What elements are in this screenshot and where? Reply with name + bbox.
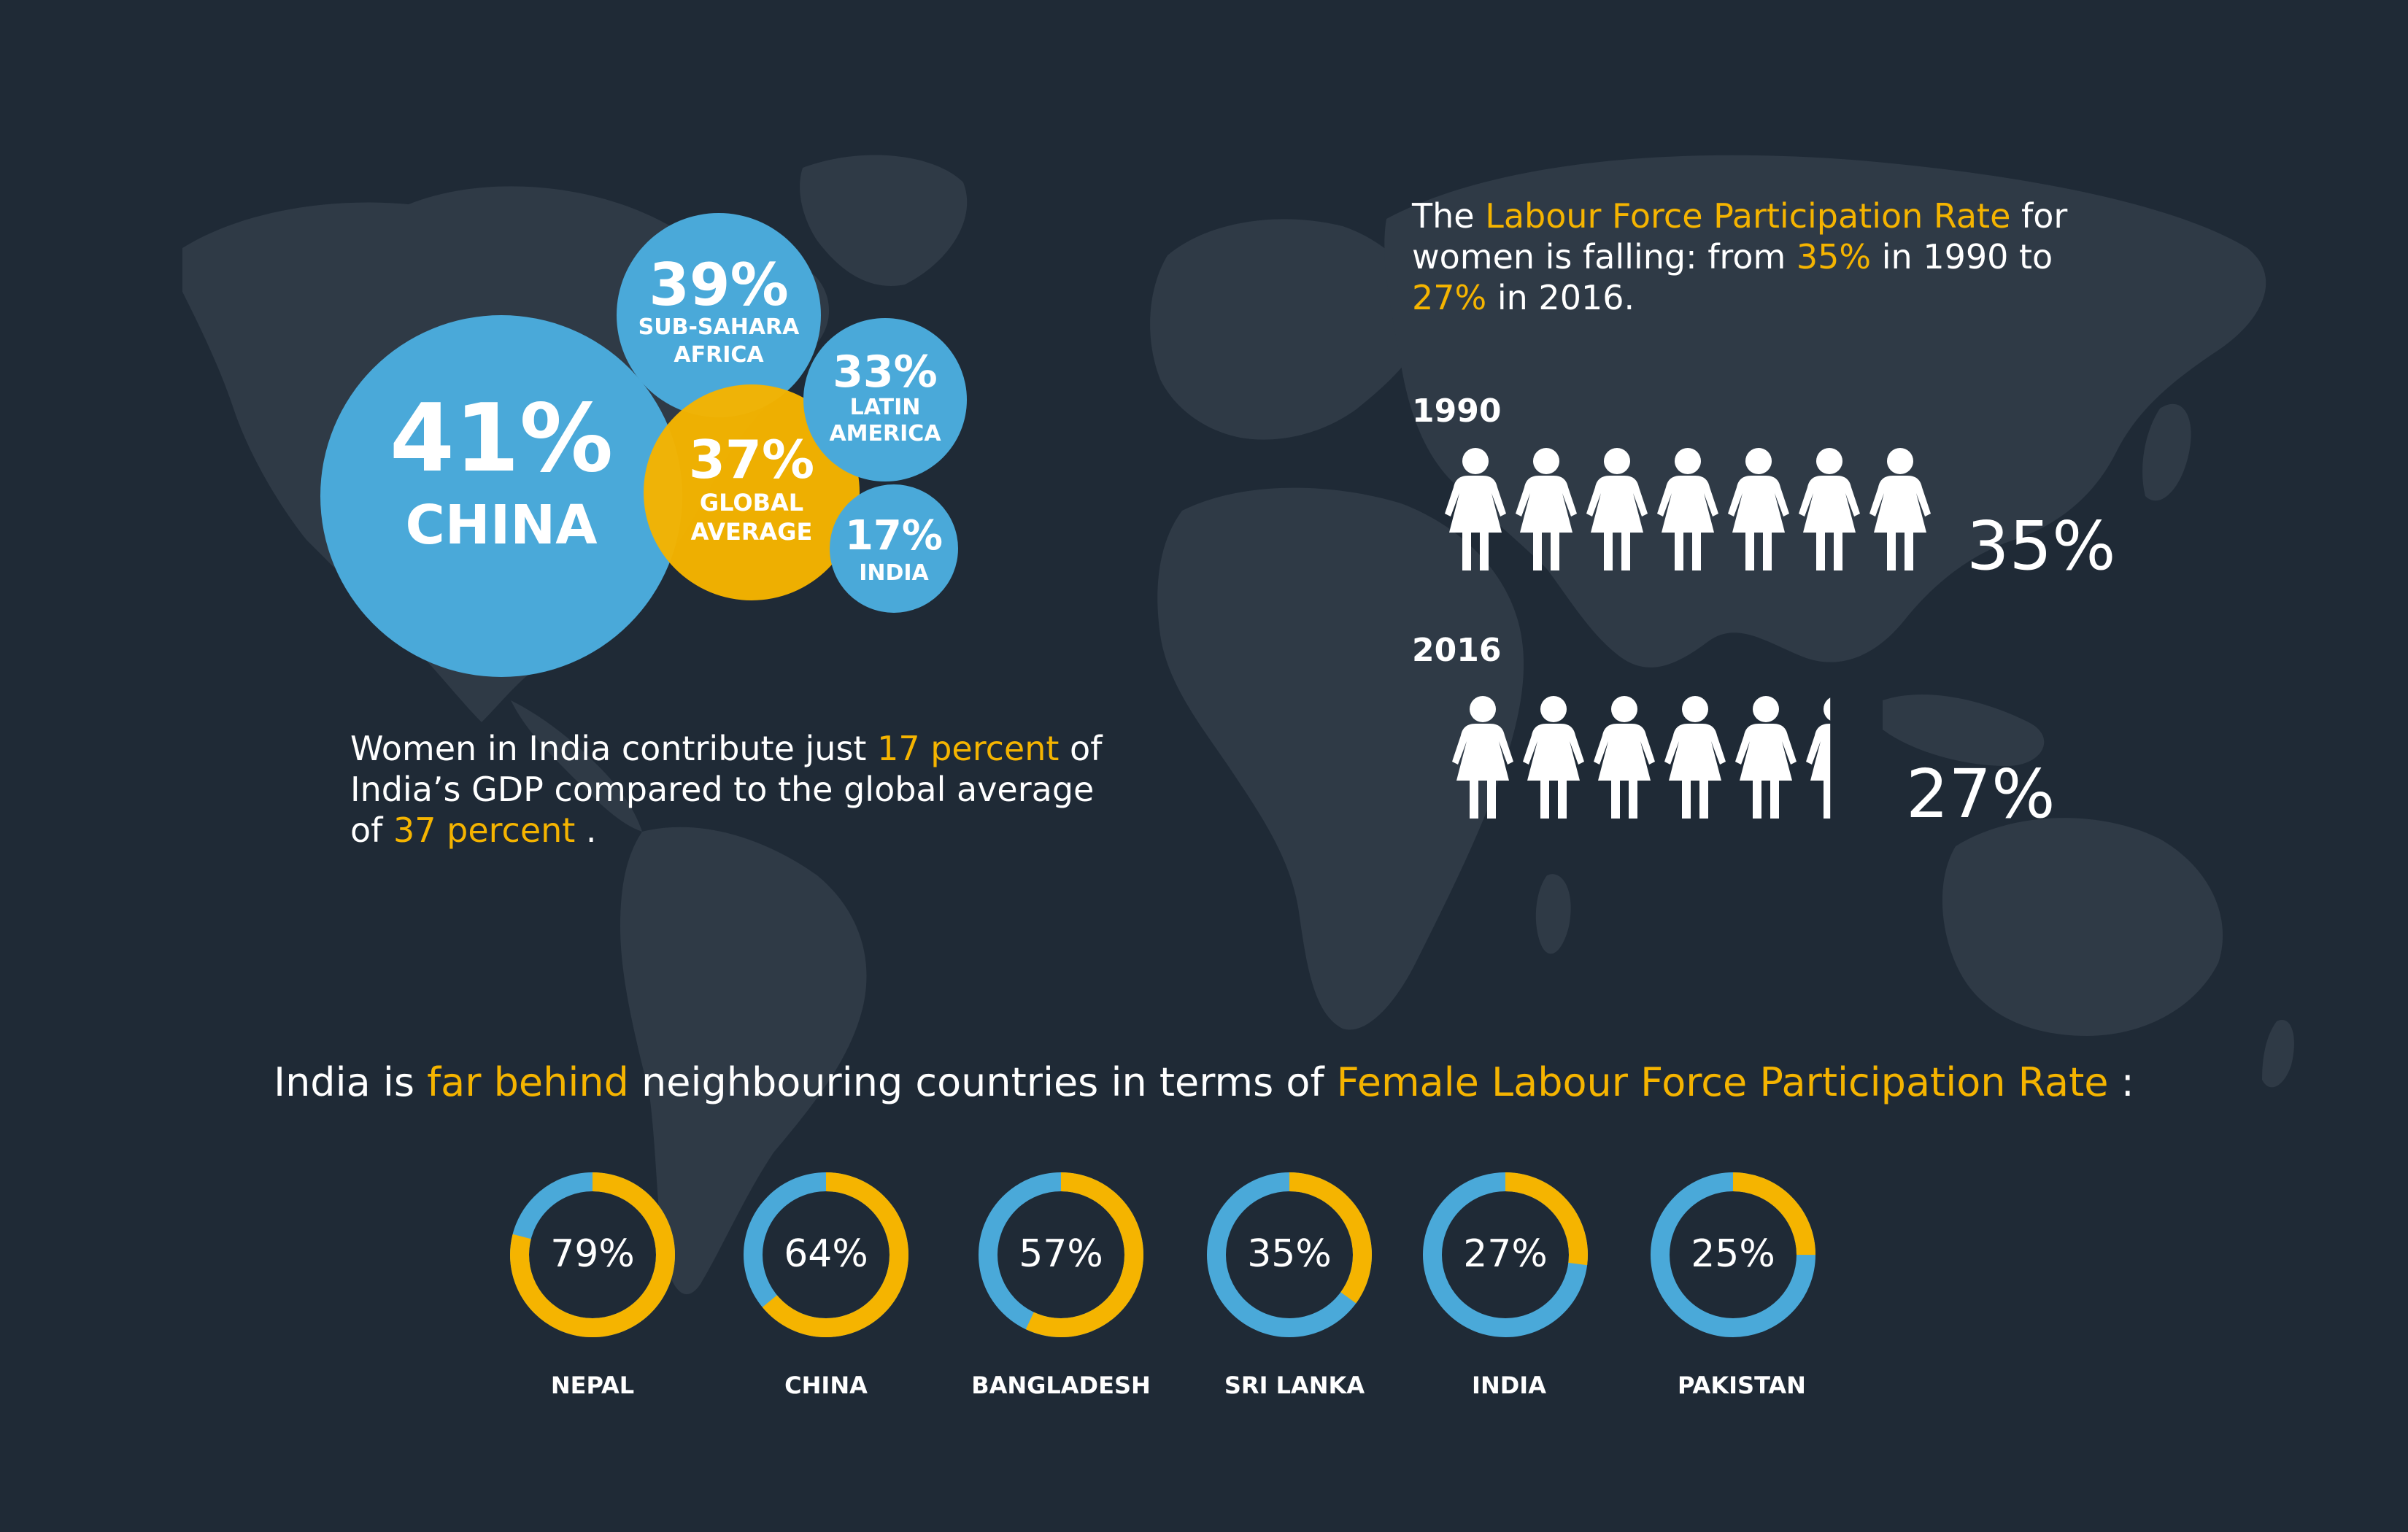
donut-nepal: 79%: [510, 1172, 675, 1337]
donut-sri-lanka-value: 35%: [1247, 1232, 1332, 1276]
woman-figure: [1594, 696, 1655, 819]
donut-bangladesh-value: 57%: [1019, 1232, 1103, 1276]
gdp-text-hl-1: 17 percent: [877, 729, 1060, 768]
headline-text-2: neighbouring countries in terms of: [628, 1059, 1337, 1105]
bubble-global-average: 37% GLOBAL AVERAGE: [644, 384, 860, 600]
woman-figure: [1728, 448, 1789, 570]
woman-figure: [1664, 696, 1726, 819]
gdp-paragraph: Women in India contribute just 17 percen…: [350, 728, 1124, 851]
woman-figure: [1806, 697, 1831, 819]
woman-figure: [1452, 696, 1513, 819]
woman-figure: [1516, 448, 1577, 570]
lfpr-text-hl-3: 27%: [1412, 278, 1487, 317]
bubble-latam-value: 33%: [833, 347, 938, 398]
donut-pakistan-value: 25%: [1691, 1232, 1775, 1276]
pct-1990-label: 35%: [1967, 507, 2116, 585]
woman-figure: [1799, 448, 1860, 570]
bubble-ssa-label-1: SUB-SAHARA: [638, 314, 800, 340]
donut-china-country: CHINA: [784, 1372, 868, 1399]
year-1990-label: 1990: [1412, 392, 1502, 430]
donut-pakistan: 25%: [1651, 1172, 1815, 1337]
gdp-text-3: .: [575, 811, 597, 850]
bubble-sub-sahara-africa: 39% SUB-SAHARA AFRICA: [617, 213, 821, 417]
woman-figure: [1735, 696, 1797, 819]
bubble-latin-america: 33% LATIN AMERICA: [803, 318, 967, 481]
donut-bangladesh: 57%: [979, 1172, 1143, 1337]
lfpr-text-2: for women is falling: from: [1412, 196, 2068, 276]
bubble-global-label-1: GLOBAL: [700, 489, 803, 517]
gdp-text-2: of India’s GDP compared to the global av…: [350, 729, 1103, 850]
gdp-text-1: Women in India contribute just: [350, 729, 878, 768]
bubble-india: 17% INDIA: [830, 484, 958, 613]
donut-pakistan-country: PAKISTAN: [1678, 1372, 1806, 1399]
bubble-china-label: CHINA: [406, 494, 598, 557]
donut-china: 64%: [744, 1172, 908, 1337]
woman-figure: [1523, 696, 1584, 819]
gdp-text-hl-2: 37 percent: [393, 811, 576, 850]
donut-bangladesh-country: BANGLADESH: [971, 1372, 1151, 1399]
lfpr-text-3: in 1990 to: [1871, 237, 2053, 276]
bubble-india-value: 17%: [845, 512, 943, 560]
headline-hl-2: Female Labour Force Participation Rate: [1336, 1059, 2109, 1105]
gdp-bubbles: 41% CHINA 39% SUB-SAHARA AFRICA 37% GLOB…: [320, 213, 967, 677]
headline-text-1: India is: [274, 1059, 428, 1105]
donut-india: 27%: [1423, 1172, 1588, 1337]
donut-india-country: INDIA: [1472, 1372, 1546, 1399]
pct-2016-label: 27%: [1906, 755, 2056, 833]
bubble-latam-label-1: LATIN: [850, 395, 921, 420]
pictogram-1990: [1445, 448, 1931, 570]
bubble-global-label-2: AVERAGE: [691, 518, 813, 546]
woman-figure: [1586, 448, 1648, 570]
woman-figure: [1869, 448, 1931, 570]
pictogram-2016: [1452, 696, 1831, 819]
bubble-latam-label-2: AMERICA: [829, 421, 941, 446]
lfpr-paragraph: The Labour Force Participation Rate for …: [1412, 196, 2098, 318]
headline-text-3: :: [2108, 1059, 2134, 1105]
bubble-china-value: 41%: [390, 384, 613, 493]
lfpr-text-1: The: [1412, 196, 1486, 236]
woman-figure: [1657, 448, 1718, 570]
bubble-ssa-label-2: AFRICA: [674, 342, 764, 368]
donut-sri-lanka-country: SRI LANKA: [1224, 1372, 1365, 1399]
donut-sri-lanka: 35%: [1207, 1172, 1372, 1337]
lfpr-text-hl-2: 35%: [1796, 237, 1872, 276]
donut-china-value: 64%: [784, 1232, 868, 1276]
woman-figure: [1445, 448, 1506, 570]
bubble-india-label: INDIA: [859, 560, 929, 586]
donut-nepal-value: 79%: [550, 1232, 635, 1276]
comparison-headline: India is far behind neighbouring countri…: [0, 1059, 2408, 1105]
lfpr-text-hl-1: Labour Force Participation Rate: [1485, 196, 2011, 236]
bubble-global-value: 37%: [689, 429, 814, 490]
headline-hl-1: far behind: [427, 1059, 629, 1105]
year-2016-label: 2016: [1412, 632, 1502, 669]
donut-nepal-country: NEPAL: [550, 1372, 635, 1399]
donut-india-value: 27%: [1463, 1232, 1548, 1276]
bubble-china: 41% CHINA: [320, 315, 682, 677]
lfpr-text-4: in 2016.: [1486, 278, 1635, 317]
bubble-ssa-value: 39%: [649, 251, 788, 319]
